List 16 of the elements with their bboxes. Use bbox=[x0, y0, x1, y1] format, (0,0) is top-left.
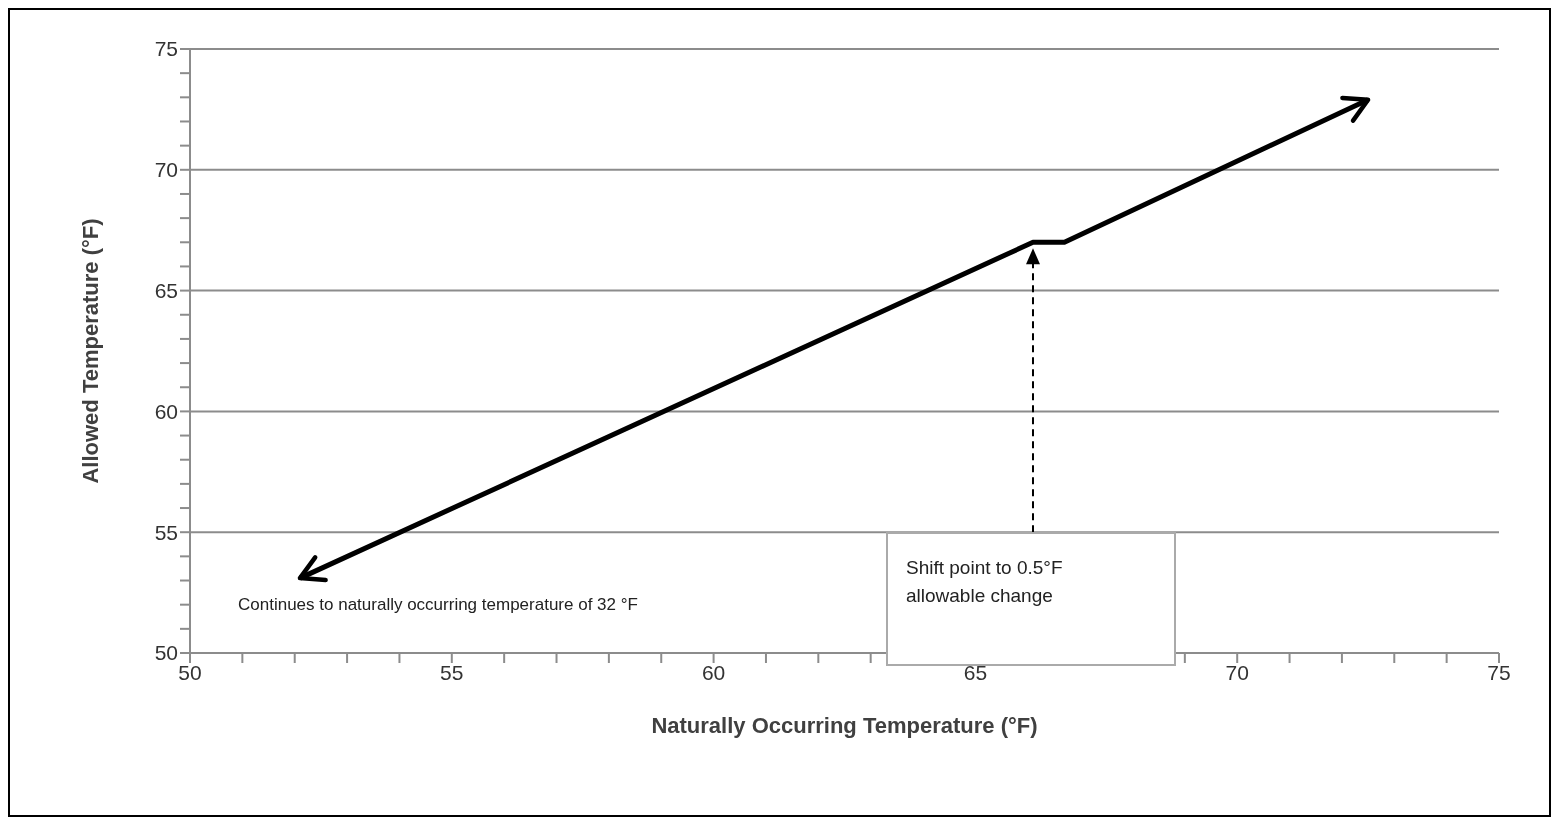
x-tick-label: 70 bbox=[1225, 660, 1249, 684]
x-axis-title: Naturally Occurring Temperature (°F) bbox=[651, 713, 1038, 738]
x-tick-label: 60 bbox=[701, 660, 726, 684]
y-tick-label: 55 bbox=[154, 520, 178, 544]
y-axis-title: Allowed Temperature (°F) bbox=[77, 218, 103, 484]
y-tick-label: 60 bbox=[154, 399, 178, 423]
annotation: Continues to naturally occurring temperature of 32 °F bbox=[238, 595, 638, 615]
x-tick-label: 75 bbox=[1487, 660, 1511, 684]
x-tick-label: 55 bbox=[440, 660, 464, 684]
y-tick-label: 50 bbox=[154, 641, 178, 665]
y-tick-label: 75 bbox=[154, 37, 178, 61]
note-box: Shift point to 0.5°F allowable change bbox=[886, 532, 1176, 667]
y-tick-label: 65 bbox=[154, 279, 178, 303]
annotation: Shift point to 0.5°F allowable change bbox=[905, 556, 1064, 609]
x-tick-label: 50 bbox=[178, 660, 202, 684]
y-tick-label: 70 bbox=[154, 158, 178, 182]
